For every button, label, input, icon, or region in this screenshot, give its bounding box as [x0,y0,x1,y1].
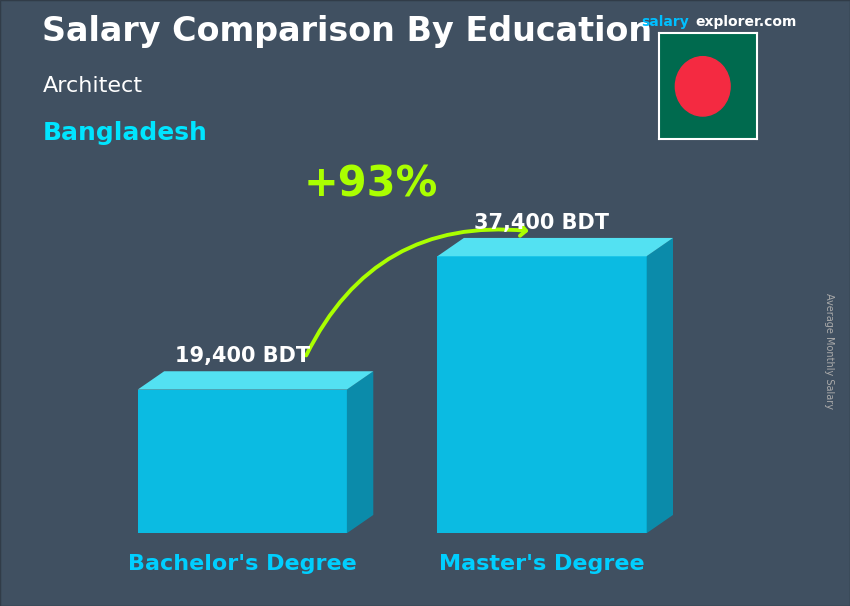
Polygon shape [647,238,673,533]
Polygon shape [347,371,373,533]
Text: Average Monthly Salary: Average Monthly Salary [824,293,834,410]
Text: Bachelor's Degree: Bachelor's Degree [128,554,357,574]
Text: salary: salary [642,15,689,29]
Text: explorer.com: explorer.com [695,15,796,29]
Text: Architect: Architect [42,76,143,96]
Polygon shape [138,390,347,533]
Circle shape [676,56,730,116]
Text: Bangladesh: Bangladesh [42,121,207,145]
Text: Salary Comparison By Education: Salary Comparison By Education [42,15,653,48]
Text: 19,400 BDT: 19,400 BDT [175,346,309,366]
Text: Master's Degree: Master's Degree [439,554,645,574]
Text: 37,400 BDT: 37,400 BDT [474,213,609,233]
Polygon shape [438,238,673,256]
Text: +93%: +93% [304,164,439,205]
Polygon shape [138,371,373,390]
Polygon shape [438,256,647,533]
